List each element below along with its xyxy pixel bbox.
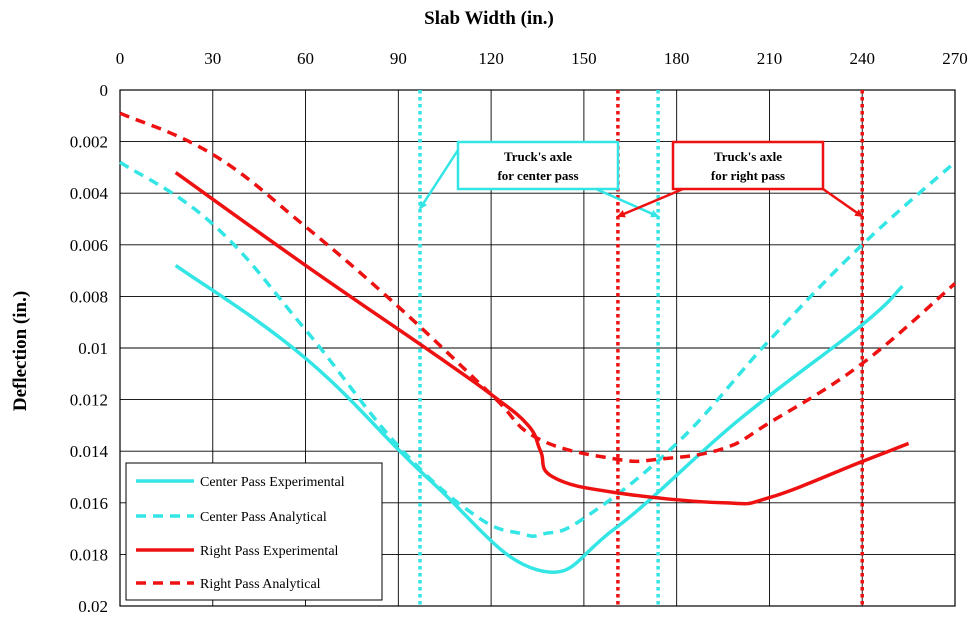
y-tick-label: 0.018 bbox=[70, 545, 108, 564]
legend-label-right-experimental: Right Pass Experimental bbox=[200, 544, 339, 559]
x-axis-title: Slab Width (in.) bbox=[424, 8, 554, 29]
annotation-center-line-2: for center pass bbox=[497, 168, 578, 183]
x-tick-label: 180 bbox=[664, 49, 690, 68]
series-center-analytical bbox=[119, 160, 957, 539]
legend-label-right-analytical: Right Pass Analytical bbox=[200, 577, 321, 592]
annotation-right-line-2: for right pass bbox=[711, 168, 785, 183]
series-center-experimental bbox=[174, 263, 904, 575]
y-tick-labels: 0 0.002 0.004 0.006 0.008 0.01 0.012 0.014 0.016… bbox=[70, 81, 109, 616]
annotation-center-line-1: Truck's axle bbox=[504, 149, 572, 164]
series-right-analytical bbox=[119, 111, 957, 464]
x-tick-label: 120 bbox=[478, 49, 504, 68]
y-tick-label: 0.006 bbox=[70, 236, 108, 255]
y-tick-label: 0.02 bbox=[78, 597, 108, 616]
x-tick-label: 270 bbox=[942, 49, 968, 68]
x-tick-label: 30 bbox=[204, 49, 221, 68]
y-tick-label: 0.014 bbox=[70, 442, 109, 461]
x-tick-label: 240 bbox=[849, 49, 875, 68]
y-tick-label: 0.004 bbox=[70, 184, 109, 203]
series-lines bbox=[119, 111, 957, 575]
legend-label-center-experimental: Center Pass Experimental bbox=[200, 475, 345, 490]
x-tick-label: 90 bbox=[390, 49, 407, 68]
annotation-right: Truck's axle for right pass bbox=[671, 140, 825, 191]
plot-frame bbox=[119, 89, 956, 607]
annotation-right-box bbox=[671, 140, 825, 191]
y-tick-label: 0.01 bbox=[78, 339, 108, 358]
series-right-experimental bbox=[174, 171, 910, 506]
y-tick-label: 0.016 bbox=[70, 494, 108, 513]
x-tick-label: 150 bbox=[571, 49, 597, 68]
annotation-arrow-right bbox=[616, 187, 684, 218]
x-tick-labels: 0 30 60 90 120 150 180 210 240 270 bbox=[116, 49, 968, 68]
annotation-arrows bbox=[418, 149, 864, 218]
y-tick-label: 0.012 bbox=[70, 391, 108, 410]
annotation-arrow-right bbox=[822, 187, 864, 218]
y-tick-label: 0 bbox=[100, 81, 109, 100]
x-tick-label: 60 bbox=[297, 49, 314, 68]
legend: Center Pass Experimental Center Pass Ana… bbox=[125, 462, 383, 601]
x-tick-label: 0 bbox=[116, 49, 125, 68]
annotation-arrow-center bbox=[595, 187, 660, 218]
legend-box bbox=[125, 462, 383, 601]
legend-label-center-analytical: Center Pass Analytical bbox=[200, 510, 327, 525]
annotation-center: Truck's axle for center pass bbox=[456, 140, 620, 191]
annotation-center-box bbox=[456, 140, 620, 191]
annotation-arrow-center bbox=[418, 149, 460, 210]
annotation-right-line-1: Truck's axle bbox=[714, 149, 782, 164]
y-tick-label: 0.008 bbox=[70, 287, 108, 306]
y-axis-title: Deflection (in.) bbox=[10, 291, 31, 411]
x-tick-label: 210 bbox=[757, 49, 783, 68]
y-tick-label: 0.002 bbox=[70, 133, 108, 152]
